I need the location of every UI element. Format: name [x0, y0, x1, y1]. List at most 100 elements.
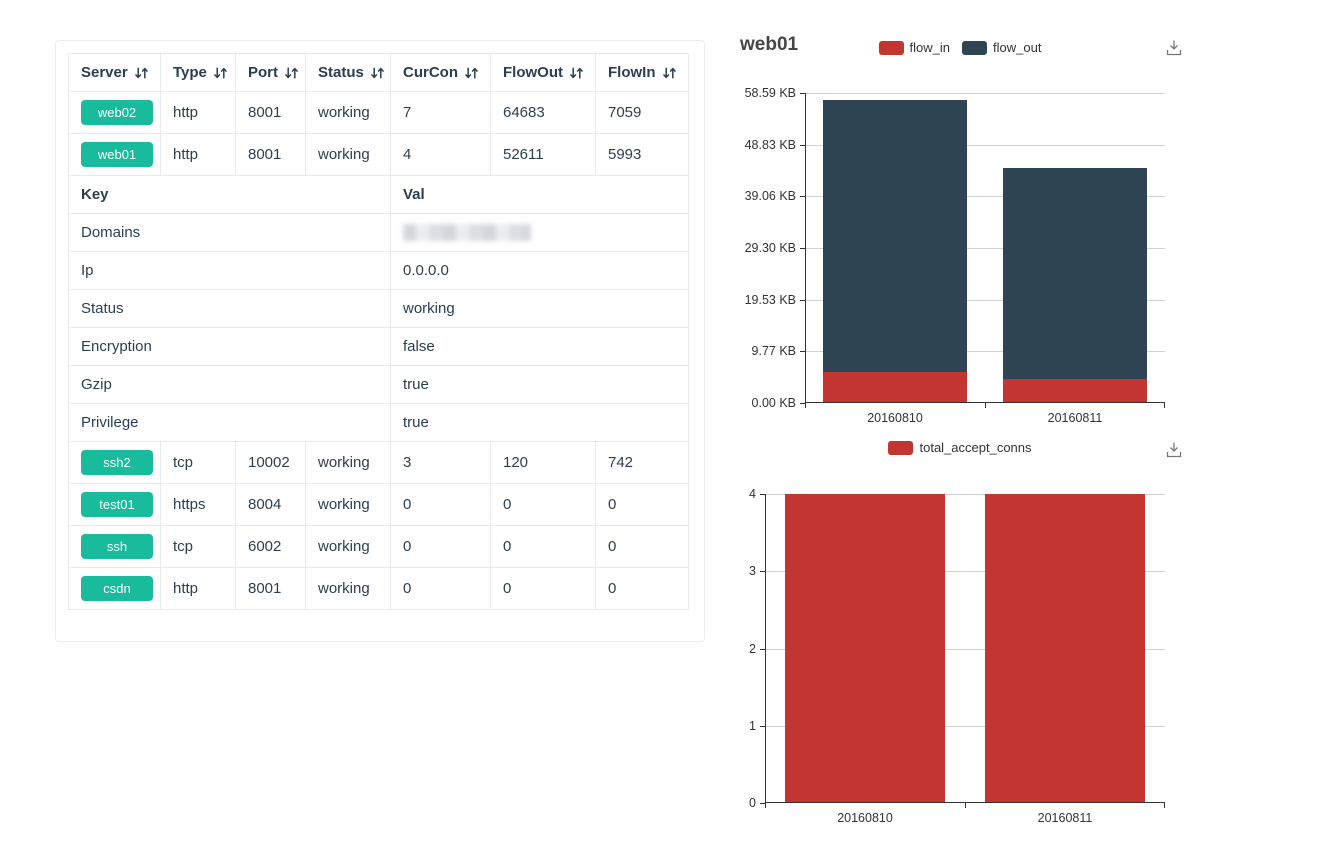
sort-icon[interactable]: [569, 66, 584, 80]
cell-flowout: 0: [490, 525, 596, 568]
cell-server: test01: [68, 483, 161, 526]
sort-icon[interactable]: [464, 66, 479, 80]
kv-val: false: [390, 327, 689, 366]
flow-chart-plot: 0.00 KB 9.77 KB 19.53 KB 29.30 KB 39.06 KB 48…: [745, 86, 1165, 425]
column-header-port[interactable]: Port: [235, 53, 306, 92]
column-label: FlowIn: [608, 64, 656, 81]
y-axis-tick: [760, 648, 765, 650]
bar-total_accept_conns-20160810[interactable]: [785, 494, 945, 803]
bar-flow_in-20160810[interactable]: [823, 372, 967, 403]
y-axis-tick: [800, 196, 805, 198]
bar-flow_out-20160811[interactable]: [1003, 167, 1147, 379]
legend-item-flow_in[interactable]: flow_in: [878, 40, 951, 55]
server-row-web02: web02 http 8001 working 7 64683 7059: [68, 91, 689, 134]
column-header-server[interactable]: Server: [68, 53, 161, 92]
y-axis-tick: [760, 725, 765, 727]
kv-key: Status: [68, 289, 391, 328]
column-header-curcon[interactable]: CurCon: [390, 53, 491, 92]
gridline: [806, 248, 1165, 249]
cell-flowin: 0: [595, 483, 689, 526]
x-axis-tick: [805, 403, 806, 408]
server-badge[interactable]: test01: [81, 492, 153, 517]
gridline: [766, 571, 1165, 573]
legend-item-total_accept_conns[interactable]: total_accept_conns: [888, 440, 1032, 455]
cell-port: 6002: [235, 525, 306, 568]
sort-icon[interactable]: [134, 66, 149, 80]
bar-total_accept_conns-20160811[interactable]: [985, 494, 1145, 803]
column-header-flowin[interactable]: FlowIn: [595, 53, 689, 92]
kv-val: true: [390, 403, 689, 442]
sort-icon[interactable]: [370, 66, 385, 80]
bar-flow_out-20160810[interactable]: [823, 100, 967, 373]
cell-port: 8004: [235, 483, 306, 526]
sort-icon[interactable]: [662, 66, 677, 80]
column-label: CurCon: [403, 64, 458, 81]
column-header-flowout[interactable]: FlowOut: [490, 53, 596, 92]
cell-server: web02: [68, 91, 161, 134]
cell-type: http: [160, 567, 236, 610]
cell-type: tcp: [160, 441, 236, 484]
cell-port: 8001: [235, 567, 306, 610]
cell-flowout: 64683: [490, 91, 596, 134]
cell-flowout: 0: [490, 567, 596, 610]
legend-swatch: [878, 40, 904, 55]
server-badge[interactable]: ssh2: [81, 450, 153, 475]
y-axis-tick: [800, 144, 805, 146]
gridline: [766, 725, 1165, 727]
y-axis-label: 19.53 KB: [744, 292, 796, 307]
x-axis-line: [765, 802, 1165, 803]
y-axis-label: 3: [749, 564, 756, 579]
cell-status: working: [305, 525, 391, 568]
server-badge[interactable]: csdn: [81, 576, 153, 601]
kv-row-ip: Ip 0.0.0.0: [68, 251, 689, 290]
cell-server: ssh2: [68, 441, 161, 484]
y-axis-label: 39.06 KB: [744, 189, 796, 204]
y-axis-tick: [800, 93, 805, 94]
kv-val-header: Val: [390, 175, 689, 214]
kv-row-domains: Domains: [68, 213, 689, 252]
connections-chart-legend: total_accept_conns: [730, 440, 1190, 455]
server-badge[interactable]: ssh: [81, 534, 153, 559]
legend-label: flow_out: [993, 40, 1042, 55]
kv-key: Privilege: [68, 403, 391, 442]
cell-curcon: 0: [390, 567, 491, 610]
kv-row-gzip: Gzip true: [68, 365, 689, 404]
save-as-image-icon[interactable]: [1164, 38, 1184, 58]
server-detail-card: Server Type Port Status CurCon FlowOut FlowIn …: [55, 40, 705, 642]
connections-chart-plot: 0 1 2 3 4 20160810 20160811: [749, 487, 1165, 825]
save-as-image-icon[interactable]: [1164, 440, 1184, 460]
gridline: [806, 196, 1165, 198]
y-axis-label: 4: [749, 487, 756, 501]
server-row-ssh: ssh tcp 6002 working 0 0 0: [68, 525, 689, 568]
legend-swatch: [888, 440, 914, 455]
kv-header-row: Key Val: [68, 175, 689, 214]
y-axis-label: 2: [749, 641, 756, 656]
server-badge[interactable]: web01: [81, 142, 153, 167]
cell-flowin: 742: [595, 441, 689, 484]
server-row-csdn: csdn http 8001 working 0 0 0: [68, 567, 689, 610]
legend-swatch: [962, 40, 988, 55]
legend-label: flow_in: [909, 40, 951, 55]
x-axis-label: 20160810: [837, 811, 893, 825]
server-table: Server Type Port Status CurCon FlowOut FlowIn …: [68, 53, 689, 610]
y-axis-tick: [760, 494, 765, 495]
kv-val: true: [390, 365, 689, 404]
redacted-domain-value: [403, 224, 531, 241]
sort-icon[interactable]: [213, 66, 228, 80]
legend-item-flow_out[interactable]: flow_out: [962, 40, 1041, 55]
y-axis-label: 0.00 KB: [751, 396, 796, 410]
cell-flowout: 52611: [490, 133, 596, 176]
column-header-type[interactable]: Type: [160, 53, 236, 92]
y-axis-tick: [760, 571, 765, 573]
cell-status: working: [305, 91, 391, 134]
cell-type: http: [160, 91, 236, 134]
bar-flow_in-20160811[interactable]: [1003, 378, 1147, 403]
sort-icon[interactable]: [284, 66, 299, 80]
cell-flowin: 7059: [595, 91, 689, 134]
column-header-status[interactable]: Status: [305, 53, 391, 92]
x-axis-tick: [1164, 803, 1165, 808]
cell-server: web01: [68, 133, 161, 176]
server-badge[interactable]: web02: [81, 100, 153, 125]
y-axis-label: 1: [749, 718, 756, 733]
